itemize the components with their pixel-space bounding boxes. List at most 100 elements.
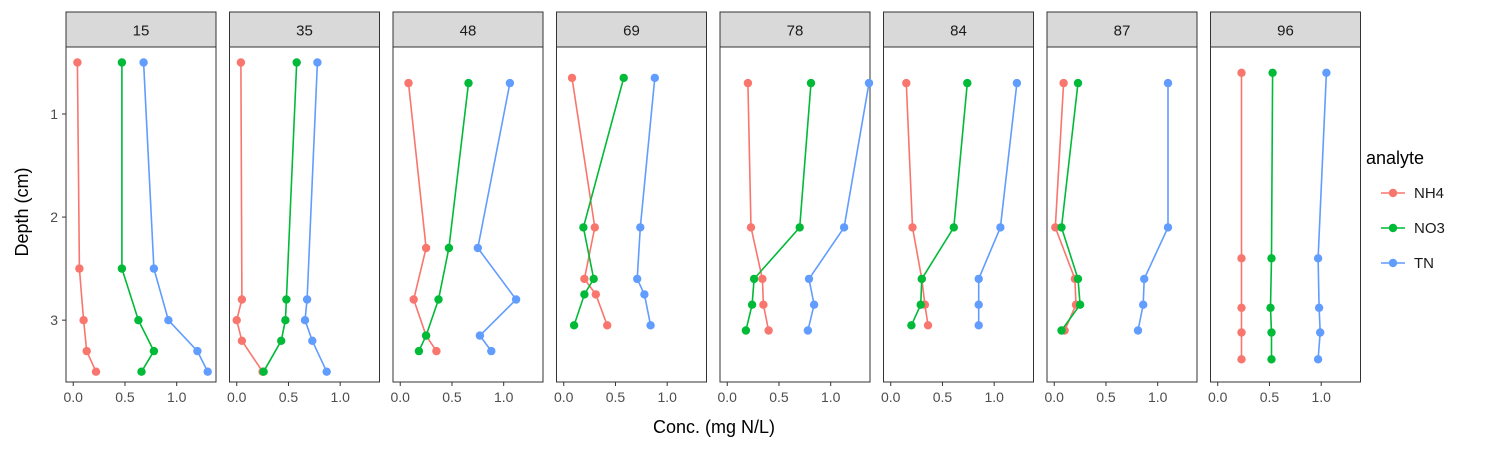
data-point-no3	[464, 78, 473, 88]
data-point-no3	[1267, 355, 1276, 364]
x-tick-label: 1.0	[494, 389, 514, 405]
data-point-tn	[300, 316, 310, 325]
data-point-nh4	[1237, 68, 1246, 78]
facet-strip	[65, 11, 217, 48]
data-point-no3	[580, 290, 589, 299]
plot-panel	[1210, 46, 1361, 383]
data-point-tn	[640, 290, 649, 299]
data-point-tn	[974, 274, 983, 284]
data-point-nh4	[79, 316, 88, 325]
facet-strip	[1046, 11, 1198, 48]
legend-label-nh4: NH4	[1414, 185, 1444, 202]
data-point-nh4	[91, 367, 101, 376]
data-point-tn	[203, 367, 212, 376]
legend: analyte NH4 NO3 TN	[1366, 148, 1445, 272]
data-point-no3	[917, 274, 926, 284]
data-point-nh4	[421, 243, 431, 253]
data-point-no3	[907, 321, 916, 330]
plot-panel	[719, 46, 871, 383]
x-tick-label: 0.0	[1208, 389, 1228, 405]
x-tick-label: 1.0	[330, 389, 350, 405]
data-point-no3	[795, 223, 804, 232]
data-point-tn	[487, 346, 496, 356]
data-point-tn	[1322, 68, 1331, 78]
data-point-no3	[292, 58, 301, 67]
data-point-no3	[134, 316, 143, 325]
data-point-nh4	[743, 78, 753, 88]
data-point-no3	[1267, 328, 1276, 337]
data-point-tn	[164, 316, 173, 325]
data-point-tn	[505, 78, 515, 88]
facet-strip	[1210, 11, 1361, 48]
data-point-no3	[117, 264, 127, 273]
data-point-no3	[741, 326, 751, 335]
facet-strip-label: 87	[1114, 23, 1131, 40]
x-tick-label: 1.0	[984, 389, 1004, 405]
data-point-nh4	[432, 346, 441, 356]
data-point-no3	[1057, 326, 1066, 335]
facet-strip-label: 96	[1277, 23, 1294, 40]
data-point-tn	[803, 326, 813, 335]
x-tick-label: 0.5	[115, 389, 135, 405]
data-point-no3	[747, 300, 757, 309]
data-point-nh4	[409, 295, 418, 304]
x-tick-label: 0.0	[554, 389, 574, 405]
data-point-nh4	[1237, 303, 1246, 312]
x-axis-title: Conc. (mg N/L)	[653, 417, 775, 437]
plot-panel	[392, 46, 544, 383]
legend-key-point	[1388, 223, 1398, 233]
data-point-nh4	[567, 73, 577, 83]
facet-panel-48: 48 0.0 0.5 1.0	[391, 11, 544, 405]
data-point-nh4	[746, 223, 756, 232]
plot-panel	[65, 46, 217, 383]
data-point-tn	[193, 346, 202, 356]
data-point-tn	[475, 331, 485, 340]
data-point-nh4	[764, 326, 773, 335]
x-tick-label: 0.0	[718, 389, 738, 405]
data-point-no3	[149, 346, 159, 356]
data-point-tn	[1012, 78, 1022, 88]
data-point-nh4	[404, 78, 413, 88]
facet-panel-87: 87 0.0 0.5 1.0	[1045, 11, 1198, 405]
facet-panel-84: 84 0.0 0.5 1.0	[881, 11, 1034, 405]
data-point-tn	[139, 58, 148, 67]
data-point-no3	[281, 316, 290, 325]
x-tick-label: 0.0	[64, 389, 84, 405]
x-tick-label: 0.5	[933, 389, 953, 405]
data-point-nh4	[590, 223, 599, 232]
data-point-nh4	[1059, 78, 1068, 88]
plot-panel	[1046, 46, 1198, 383]
facet-strip-label: 15	[133, 23, 150, 40]
data-point-no3	[1267, 254, 1276, 263]
data-point-tn	[974, 300, 983, 309]
data-point-tn	[650, 73, 659, 83]
data-point-nh4	[603, 321, 612, 330]
data-point-nh4	[902, 78, 911, 88]
data-point-tn	[313, 58, 322, 67]
x-tick-label: 0.5	[279, 389, 299, 405]
data-point-no3	[277, 336, 286, 345]
data-point-nh4	[237, 336, 247, 345]
facet-panel-35: 35 0.0 0.5 1.0	[227, 11, 380, 405]
data-point-no3	[916, 300, 925, 309]
x-tick-label: 0.5	[606, 389, 626, 405]
data-point-tn	[646, 321, 655, 330]
x-tick-label: 0.5	[769, 389, 789, 405]
x-tick-label: 0.5	[442, 389, 462, 405]
data-point-no3	[619, 73, 628, 83]
facet-strip	[556, 11, 707, 48]
data-point-no3	[1268, 68, 1277, 78]
data-point-no3	[1073, 274, 1083, 284]
facet-strip	[883, 11, 1034, 48]
data-point-tn	[864, 78, 874, 88]
data-point-nh4	[82, 346, 91, 356]
data-point-nh4	[758, 274, 767, 284]
data-point-no3	[963, 78, 972, 88]
data-point-tn	[322, 367, 331, 376]
data-point-no3	[137, 367, 146, 376]
x-tick-label: 1.0	[657, 389, 677, 405]
facet-strip-label: 48	[460, 23, 477, 40]
facet-strip	[392, 11, 544, 48]
data-point-nh4	[232, 316, 241, 325]
data-point-tn	[473, 243, 482, 253]
